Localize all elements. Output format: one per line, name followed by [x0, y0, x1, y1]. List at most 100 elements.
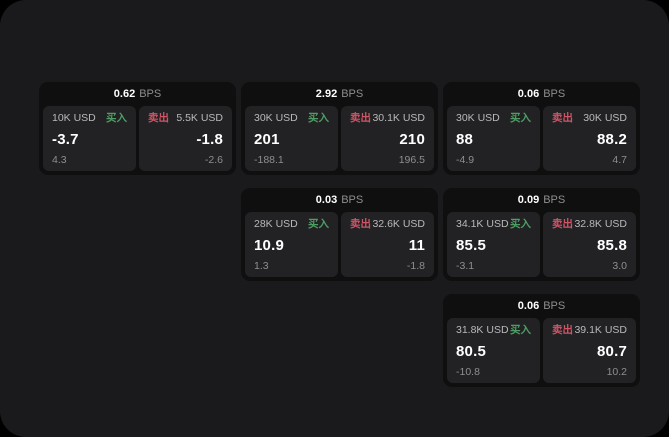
buy-panel-top: 34.1K USD 买入 — [456, 219, 531, 230]
bps-value: 0.03 — [315, 194, 338, 206]
sell-panel[interactable]: 卖出 32.6K USD 11 -1.8 — [341, 212, 434, 277]
quote-card: 0.06 BPS 31.8K USD 买入 80.5 -10.8 卖出 39.1… — [443, 294, 640, 387]
buy-panel[interactable]: 30K USD 买入 201 -188.1 — [245, 106, 338, 171]
buy-side-label: 买入 — [308, 112, 329, 124]
buy-sub-value: 1.3 — [254, 259, 269, 272]
buy-amount: 28K USD — [254, 218, 298, 230]
buy-sub-value: -188.1 — [254, 153, 284, 166]
sell-price: 85.8 — [597, 236, 627, 254]
bps-header: 0.62 BPS — [43, 82, 232, 106]
sell-sub-value: 196.5 — [398, 153, 425, 166]
sell-price: 11 — [408, 236, 425, 254]
buy-sub-value: -10.8 — [456, 365, 480, 378]
buy-amount: 10K USD — [52, 112, 96, 124]
bps-value: 0.62 — [113, 88, 136, 100]
sell-amount: 32.8K USD — [574, 218, 627, 230]
sell-panel[interactable]: 卖出 30.1K USD 210 196.5 — [341, 106, 434, 171]
buy-panel-top: 30K USD 买入 — [254, 113, 329, 124]
buy-sub-value: -4.9 — [456, 153, 475, 166]
buy-price: 80.5 — [456, 342, 486, 360]
sell-price: 210 — [399, 130, 425, 148]
sell-panel-top: 卖出 32.8K USD — [552, 219, 627, 230]
buy-side-label: 买入 — [510, 218, 531, 230]
quote-panels: 34.1K USD 买入 85.5 -3.1 卖出 32.8K USD 85.8… — [447, 212, 636, 277]
buy-amount: 30K USD — [254, 112, 298, 124]
bps-header: 2.92 BPS — [245, 82, 434, 106]
buy-panel[interactable]: 10K USD 买入 -3.7 4.3 — [43, 106, 136, 171]
buy-panel[interactable]: 30K USD 买入 88 -4.9 — [447, 106, 540, 171]
buy-amount: 31.8K USD — [456, 324, 509, 336]
buy-panel[interactable]: 28K USD 买入 10.9 1.3 — [245, 212, 338, 277]
buy-sub-value: 4.3 — [52, 153, 67, 166]
buy-side-label: 买入 — [308, 218, 329, 230]
quote-panels: 28K USD 买入 10.9 1.3 卖出 32.6K USD 11 -1.8 — [245, 212, 434, 277]
buy-side-label: 买入 — [106, 112, 127, 124]
sell-panel-top: 卖出 39.1K USD — [552, 325, 627, 336]
quote-panels: 31.8K USD 买入 80.5 -10.8 卖出 39.1K USD 80.… — [447, 318, 636, 383]
quote-panels: 10K USD 买入 -3.7 4.3 卖出 5.5K USD -1.8 -2.… — [43, 106, 232, 171]
sell-side-label: 卖出 — [148, 112, 169, 124]
sell-panel[interactable]: 卖出 32.8K USD 85.8 3.0 — [543, 212, 636, 277]
buy-panel-top: 10K USD 买入 — [52, 113, 127, 124]
buy-panel[interactable]: 31.8K USD 买入 80.5 -10.8 — [447, 318, 540, 383]
sell-panel[interactable]: 卖出 30K USD 88.2 4.7 — [543, 106, 636, 171]
sell-side-label: 卖出 — [552, 324, 573, 336]
sell-side-label: 卖出 — [552, 112, 573, 124]
sell-sub-value: 3.0 — [612, 259, 627, 272]
bps-header: 0.03 BPS — [245, 188, 434, 212]
quote-card: 0.09 BPS 34.1K USD 买入 85.5 -3.1 卖出 32.8K… — [443, 188, 640, 281]
buy-panel-top: 31.8K USD 买入 — [456, 325, 531, 336]
bps-unit-label: BPS — [139, 88, 162, 100]
buy-price: -3.7 — [52, 130, 79, 148]
buy-price: 88 — [456, 130, 474, 148]
bps-header: 0.06 BPS — [447, 294, 636, 318]
bps-header: 0.06 BPS — [447, 82, 636, 106]
sell-panel[interactable]: 卖出 5.5K USD -1.8 -2.6 — [139, 106, 232, 171]
quote-panels: 30K USD 买入 201 -188.1 卖出 30.1K USD 210 1… — [245, 106, 434, 171]
bps-value: 2.92 — [315, 88, 338, 100]
sell-price: 80.7 — [597, 342, 627, 360]
bps-unit-label: BPS — [341, 88, 364, 100]
sell-amount: 39.1K USD — [574, 324, 627, 336]
sell-sub-value: 10.2 — [606, 365, 627, 378]
bps-value: 0.09 — [517, 194, 540, 206]
sell-panel[interactable]: 卖出 39.1K USD 80.7 10.2 — [543, 318, 636, 383]
bps-header: 0.09 BPS — [447, 188, 636, 212]
buy-panel-top: 30K USD 买入 — [456, 113, 531, 124]
sell-amount: 5.5K USD — [176, 112, 223, 124]
sell-panel-top: 卖出 30K USD — [552, 113, 627, 124]
sell-side-label: 卖出 — [552, 218, 573, 230]
quote-card: 0.62 BPS 10K USD 买入 -3.7 4.3 卖出 5.5K USD… — [39, 82, 236, 175]
sell-side-label: 卖出 — [350, 218, 371, 230]
bps-value: 0.06 — [517, 300, 540, 312]
quote-card: 2.92 BPS 30K USD 买入 201 -188.1 卖出 30.1K … — [241, 82, 438, 175]
sell-panel-top: 卖出 30.1K USD — [350, 113, 425, 124]
sell-sub-value: -2.6 — [204, 153, 223, 166]
cards-grid: 0.62 BPS 10K USD 买入 -3.7 4.3 卖出 5.5K USD… — [39, 82, 640, 387]
buy-price: 201 — [254, 130, 280, 148]
bps-unit-label: BPS — [341, 194, 364, 206]
buy-panel-top: 28K USD 买入 — [254, 219, 329, 230]
buy-amount: 34.1K USD — [456, 218, 509, 230]
quote-card: 0.06 BPS 30K USD 买入 88 -4.9 卖出 30K USD 8… — [443, 82, 640, 175]
buy-amount: 30K USD — [456, 112, 500, 124]
buy-panel[interactable]: 34.1K USD 买入 85.5 -3.1 — [447, 212, 540, 277]
buy-price: 10.9 — [254, 236, 284, 254]
bps-unit-label: BPS — [543, 88, 566, 100]
bps-unit-label: BPS — [543, 194, 566, 206]
quote-panels: 30K USD 买入 88 -4.9 卖出 30K USD 88.2 4.7 — [447, 106, 636, 171]
buy-side-label: 买入 — [510, 112, 531, 124]
bps-value: 0.06 — [517, 88, 540, 100]
buy-side-label: 买入 — [510, 324, 531, 336]
sell-price: 88.2 — [597, 130, 627, 148]
bps-unit-label: BPS — [543, 300, 566, 312]
sell-sub-value: -1.8 — [406, 259, 425, 272]
quote-card: 0.03 BPS 28K USD 买入 10.9 1.3 卖出 32.6K US… — [241, 188, 438, 281]
sell-amount: 30.1K USD — [372, 112, 425, 124]
sell-price: -1.8 — [196, 130, 223, 148]
buy-sub-value: -3.1 — [456, 259, 475, 272]
sell-sub-value: 4.7 — [612, 153, 627, 166]
sell-panel-top: 卖出 5.5K USD — [148, 113, 223, 124]
sell-side-label: 卖出 — [350, 112, 371, 124]
